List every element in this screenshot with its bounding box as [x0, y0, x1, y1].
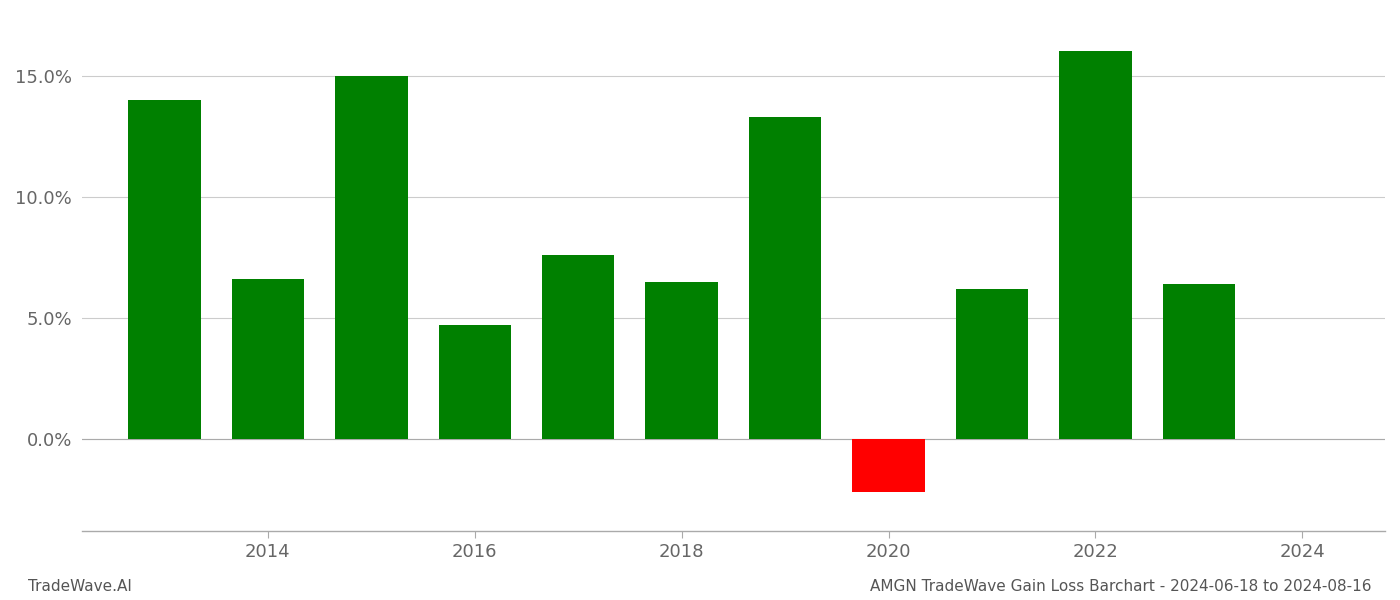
- Bar: [749, 117, 822, 439]
- Bar: [129, 100, 200, 439]
- Bar: [232, 279, 304, 439]
- Bar: [542, 255, 615, 439]
- Bar: [438, 325, 511, 439]
- Bar: [956, 289, 1028, 439]
- Bar: [1162, 284, 1235, 439]
- Bar: [335, 76, 407, 439]
- Bar: [1060, 52, 1131, 439]
- Bar: [853, 439, 925, 493]
- Bar: [645, 281, 718, 439]
- Text: AMGN TradeWave Gain Loss Barchart - 2024-06-18 to 2024-08-16: AMGN TradeWave Gain Loss Barchart - 2024…: [871, 579, 1372, 594]
- Text: TradeWave.AI: TradeWave.AI: [28, 579, 132, 594]
